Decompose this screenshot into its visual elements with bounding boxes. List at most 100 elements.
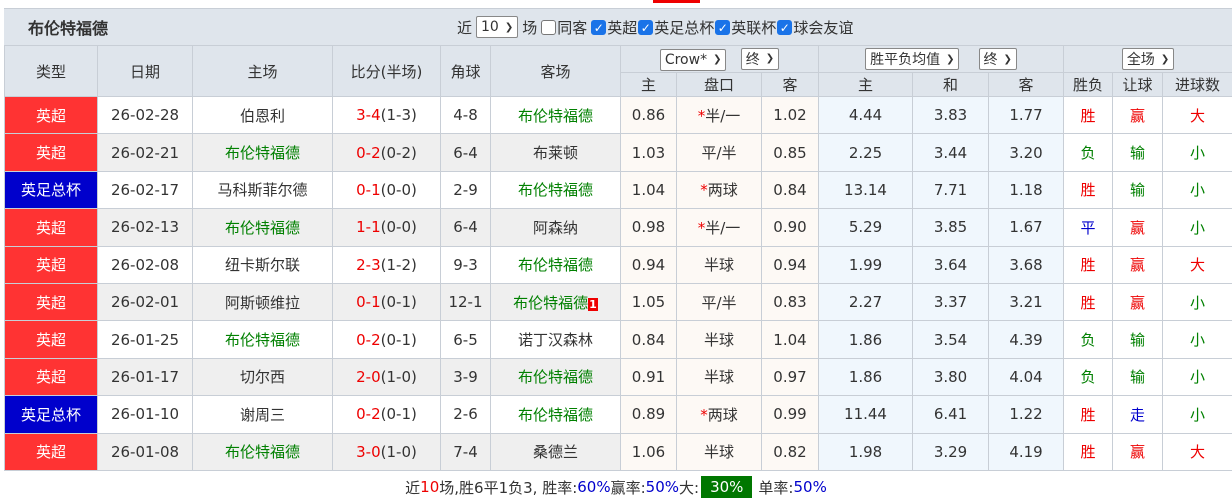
eu-draw-odds: 6.41 [912,395,990,434]
col-result: 胜负 [1063,72,1114,97]
ah-line: 两球 [707,405,738,424]
home-team-cell[interactable]: 纽卡斯尔联 [192,245,333,284]
win-rate: 60% [577,478,611,496]
eu-away-odds: 3.21 [988,282,1065,322]
ah-line: 平/半 [701,293,737,312]
ah-away-odds: 0.99 [760,395,820,434]
goals-result-cell: 大 [1162,245,1232,284]
home-team-cell[interactable]: 谢周三 [192,395,333,434]
league-cell[interactable]: 英超 [4,245,98,284]
handicap-result-cell: 赢 [1112,245,1164,284]
score-cell[interactable]: 1-1(0-0) [332,208,441,247]
league-cell[interactable]: 英超 [4,357,98,397]
ah-home-odds: 0.91 [620,357,677,397]
score-cell[interactable]: 0-1(0-0) [332,170,441,210]
ah-line: 半球 [703,443,734,462]
away-team-cell[interactable]: 布伦特福德 [490,170,621,210]
half-score: (0-0) [380,180,417,199]
league-cell[interactable]: 英超 [4,133,98,172]
eu-type-select[interactable]: 胜平负均值 ❯ [865,48,960,70]
chevron-down-icon: ❯ [1003,53,1012,65]
ah-line-cell: *半/一 [676,208,762,247]
score-cell[interactable]: 3-0(1-0) [332,432,441,471]
score-cell[interactable]: 3-4(1-3) [332,95,441,135]
score-cell[interactable]: 2-3(1-2) [332,245,441,284]
home-team-cell[interactable]: 布伦特福德 [192,133,333,172]
score-cell[interactable]: 0-2(0-1) [332,320,441,359]
recent-label: 近 [457,18,473,37]
handicap-result-cell: 赢 [1112,95,1164,135]
full-score: 2-0 [356,367,381,386]
away-team-cell[interactable]: 诺丁汉森林 [490,320,621,359]
date-cell: 26-02-01 [97,282,193,322]
score-cell[interactable]: 0-1(0-1) [332,282,441,322]
eu-stage-select[interactable]: 终 ❯ [978,48,1017,70]
league-checkbox[interactable]: ✓ 英超 [591,17,637,38]
full-score: 0-2 [356,405,381,424]
handicap-result-cell: 输 [1112,133,1164,172]
eu-away-odds: 1.18 [988,170,1065,210]
recent-matches-panel: 布伦特福德 近 10 ❯ 场 同客 ✓ 英超 ✓ 英足总杯 ✓ 英联杯 ✓ 球会友谊 类型 日期… [4,8,1232,471]
recent-suffix: 场 [522,18,538,37]
home-team-cell[interactable]: 伯恩利 [192,95,333,135]
ah-line-cell: 平/半 [676,133,762,172]
away-team-cell[interactable]: 布伦特福德1 [490,282,621,322]
league-cell[interactable]: 英超 [4,432,98,471]
score-cell[interactable]: 0-2(0-2) [332,133,441,172]
league-cell[interactable]: 英足总杯 [4,395,98,434]
eu-home-odds: 1.98 [818,432,914,471]
eu-home-odds: 11.44 [818,395,914,434]
away-team-cell[interactable]: 布莱顿 [490,133,621,172]
league-cell[interactable]: 英超 [4,282,98,322]
away-team-cell[interactable]: 布伦特福德 [490,395,621,434]
table-row: 英超 26-02-08 纽卡斯尔联 2-3(1-2) 9-3 布伦特福德 0.9… [4,245,1232,284]
score-cell[interactable]: 2-0(1-0) [332,357,441,397]
away-team-cell[interactable]: 阿森纳 [490,208,621,247]
home-team-cell[interactable]: 布伦特福德 [192,320,333,359]
league-cell[interactable]: 英超 [4,95,98,135]
league-checkbox[interactable]: ✓ 球会友谊 [777,17,853,38]
scope-select[interactable]: 全场 ❯ [1121,48,1175,70]
league-checkbox[interactable]: ✓ 英联杯 [715,17,776,38]
away-team-cell[interactable]: 布伦特福德 [490,95,621,135]
league-cell[interactable]: 英超 [4,320,98,359]
checkmark-icon: ✓ [591,19,607,35]
league-cell[interactable]: 英足总杯 [4,170,98,210]
col-ah-line: 盘口 [676,72,762,97]
ah-line-cell: *两球 [676,170,762,210]
eu-home-odds: 1.99 [818,245,914,284]
away-team-cell[interactable]: 布伦特福德 [490,245,621,284]
half-score: (0-1) [380,330,417,349]
full-score: 3-4 [356,106,381,125]
score-cell[interactable]: 0-2(0-1) [332,395,441,434]
col-handicap: 让球 [1112,72,1164,97]
ah-stage-select[interactable]: 终 ❯ [740,47,780,70]
date-cell: 26-01-25 [97,320,193,359]
same-away-checkbox[interactable]: 同客 [541,17,587,38]
home-team-cell[interactable]: 布伦特福德 [192,432,333,471]
home-team-cell[interactable]: 布伦特福德 [192,208,333,247]
home-team-cell[interactable]: 阿斯顿维拉 [192,282,333,322]
goals-result-cell: 大 [1162,95,1232,135]
ah-line: 半球 [703,256,734,275]
chevron-down-icon: ❯ [1160,53,1170,65]
recent-count-select[interactable]: 10 ❯ [476,16,519,38]
goals-result-cell: 小 [1162,395,1232,434]
eu-home-odds: 5.29 [818,208,914,247]
league-cell[interactable]: 英超 [4,208,98,247]
eu-type-value: 胜平负均值 [870,52,941,68]
col-score: 比分(半场) [332,45,441,97]
away-team-name: 布伦特福德 [517,181,593,200]
away-team-cell[interactable]: 桑德兰 [490,432,621,471]
home-team-cell[interactable]: 切尔西 [192,357,333,397]
date-cell: 26-02-21 [97,133,193,172]
home-team-cell[interactable]: 马科斯菲尔德 [192,170,333,210]
away-team-cell[interactable]: 布伦特福德 [490,357,621,397]
league-checkbox[interactable]: ✓ 英足总杯 [638,17,714,38]
company-select[interactable]: Crow* ❯ [659,48,727,71]
ah-away-odds: 0.94 [760,245,820,284]
summary-text: 近 [405,478,421,497]
ah-away-odds: 1.02 [760,95,820,135]
chevron-down-icon: ❯ [946,53,955,65]
result-cell: 胜 [1063,432,1114,471]
